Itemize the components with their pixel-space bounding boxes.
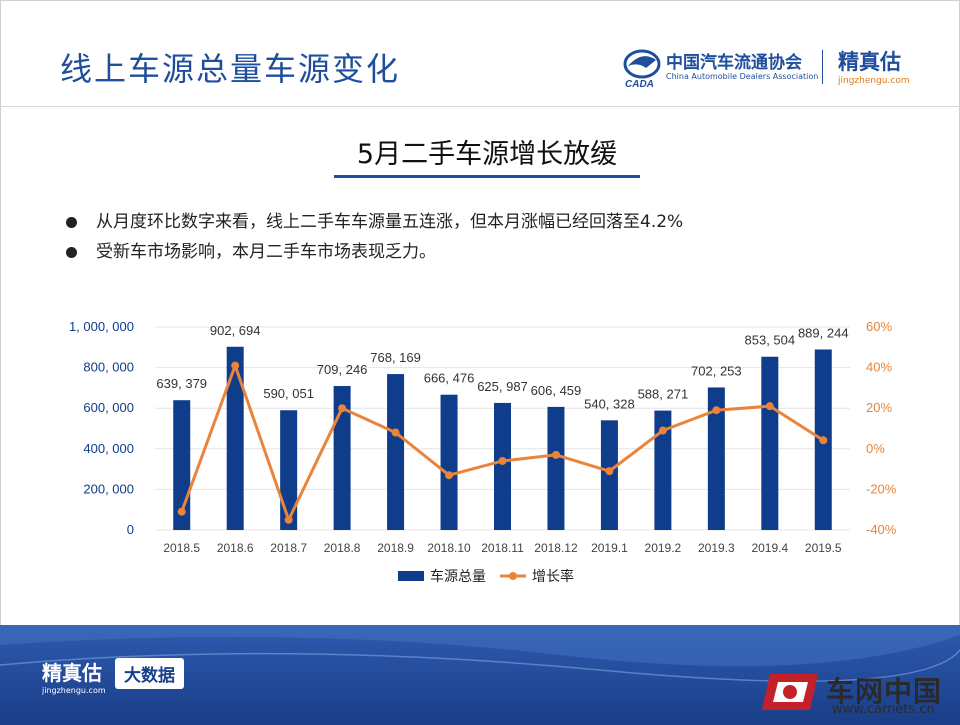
y-right-tick-label: -40% <box>866 522 897 537</box>
x-tick-label: 2018.7 <box>270 541 307 555</box>
growth-rate-point <box>338 404 347 413</box>
growth-rate-point <box>391 428 400 437</box>
growth-rate-point <box>284 515 293 524</box>
x-tick-label: 2018.12 <box>534 541 578 555</box>
bar-value-label: 768, 169 <box>370 350 421 365</box>
y-right-tick-label: 60% <box>866 319 892 334</box>
bullet-text: 受新车市场影响，本月二手车市场表现乏力。 <box>96 242 436 262</box>
x-tick-label: 2019.2 <box>645 541 682 555</box>
bar <box>707 387 725 530</box>
bar-value-label: 902, 694 <box>210 323 261 338</box>
x-tick-label: 2018.10 <box>427 541 471 555</box>
growth-rate-point <box>445 471 454 480</box>
jzg-name-cn: 精真估 <box>838 50 901 74</box>
bar <box>494 402 511 530</box>
bar <box>600 420 618 530</box>
x-tick-label: 2019.5 <box>805 541 842 555</box>
y-left-tick-label: 800, 000 <box>83 360 134 375</box>
x-tick-label: 2018.8 <box>324 541 361 555</box>
jzg-logo: 精真估 jingzhengu.com <box>838 46 910 86</box>
bar-value-label: 590, 051 <box>263 386 314 401</box>
bullet-dot-icon <box>66 247 77 258</box>
footer-jzg-name-en: jingzhengu.com <box>42 686 106 695</box>
bar-value-label: 702, 253 <box>691 363 742 378</box>
y-left-tick-label: 400, 000 <box>83 441 134 456</box>
legend-bar-swatch <box>398 571 424 581</box>
growth-rate-point <box>231 361 240 370</box>
bar-value-label: 625, 987 <box>477 379 528 394</box>
bullet-item: 受新车市场影响，本月二手车市场表现乏力。 <box>64 240 683 270</box>
y-left-tick-label: 200, 000 <box>83 481 134 496</box>
carnets-emblem-icon <box>762 674 818 710</box>
y-right-tick-label: 20% <box>866 400 892 415</box>
bullet-list: 从月度环比数字来看，线上二手车车源量五连涨，但本月涨幅已经回落至4.2% 受新车… <box>64 210 683 270</box>
caada-mark: CADA <box>625 79 654 90</box>
jzg-name-en: jingzhengu.com <box>838 76 910 86</box>
bullet-dot-icon <box>66 217 77 228</box>
growth-rate-point <box>819 436 828 445</box>
bar-value-label: 853, 504 <box>745 333 796 348</box>
bar <box>761 356 779 530</box>
growth-rate-point <box>658 426 667 435</box>
y-left-tick-label: 600, 000 <box>83 400 134 415</box>
bullet-item: 从月度环比数字来看，线上二手车车源量五连涨，但本月涨幅已经回落至4.2% <box>64 210 683 240</box>
y-right-tick-label: 0% <box>866 441 885 456</box>
bar-value-label: 606, 459 <box>531 383 582 398</box>
growth-rate-point <box>177 507 186 516</box>
bigdata-badge: 大数据 <box>115 658 184 689</box>
growth-rate-point <box>765 402 774 411</box>
section-subtitle: 5月二手车源增长放缓 <box>334 132 640 178</box>
y-right-tick-label: -20% <box>866 481 897 496</box>
y-right-tick-label: 40% <box>866 360 892 375</box>
bar-value-label: 588, 271 <box>638 387 689 402</box>
bar-value-label: 639, 379 <box>156 376 207 391</box>
carnets-name-en: www.carnets.cn <box>832 702 935 717</box>
footer-jzg-logo: 精真估 jingzhengu.com <box>42 657 106 695</box>
bar <box>280 410 298 530</box>
caada-name-en: China Automobile Dealers Association <box>666 72 819 81</box>
bar-value-label: 666, 476 <box>424 371 475 386</box>
legend-line-marker <box>509 572 517 580</box>
bar-value-label: 709, 246 <box>317 362 368 377</box>
x-tick-label: 2019.3 <box>698 541 735 555</box>
bar <box>333 386 351 530</box>
growth-rate-point <box>605 467 614 476</box>
growth-rate-point <box>498 456 507 465</box>
x-tick-label: 2018.11 <box>481 541 524 555</box>
combo-chart: 0 200, 000 400, 000 600, 000 800, 000 1, 000,… <box>69 319 897 585</box>
caada-name-cn: 中国汽车流通协会 <box>666 53 802 73</box>
bullet-text: 从月度环比数字来看，线上二手车车源量五连涨，但本月涨幅已经回落至4.2% <box>96 212 684 232</box>
y-left-tick-label: 0 <box>127 522 134 537</box>
bar-value-label: 889, 244 <box>798 325 849 340</box>
legend-line-label: 增长率 <box>532 568 574 585</box>
footer-jzg-name-cn: 精真估 <box>42 661 102 685</box>
bar <box>547 406 565 530</box>
growth-rate-point <box>551 450 560 459</box>
x-tick-label: 2018.5 <box>163 541 200 555</box>
footer-wave-decoration <box>0 625 960 682</box>
caada-emblem-icon: CADA <box>623 49 661 90</box>
page-title: 线上车源总量车源变化 <box>60 50 401 88</box>
x-tick-label: 2019.1 <box>591 541 628 555</box>
x-tick-label: 2018.6 <box>217 541 254 555</box>
bar <box>387 374 405 530</box>
header-divider <box>0 106 960 107</box>
carnets-name-cn: 车网中国 <box>826 675 943 708</box>
logo-separator <box>822 50 823 84</box>
bar <box>226 346 244 530</box>
x-tick-label: 2019.4 <box>751 541 788 555</box>
bar <box>440 394 458 530</box>
caada-logo: CADA 中国汽车流通协会 China Automobile Dealers A… <box>622 46 822 90</box>
carnets-logo: 车网中国 www.carnets.cn <box>760 660 960 725</box>
x-tick-label: 2018.9 <box>377 541 414 555</box>
bar <box>654 410 672 530</box>
legend-bar-label: 车源总量 <box>430 568 486 585</box>
bar-value-label: 540, 328 <box>584 396 635 411</box>
y-left-tick-label: 1, 000, 000 <box>69 319 134 334</box>
growth-rate-point <box>712 406 721 415</box>
